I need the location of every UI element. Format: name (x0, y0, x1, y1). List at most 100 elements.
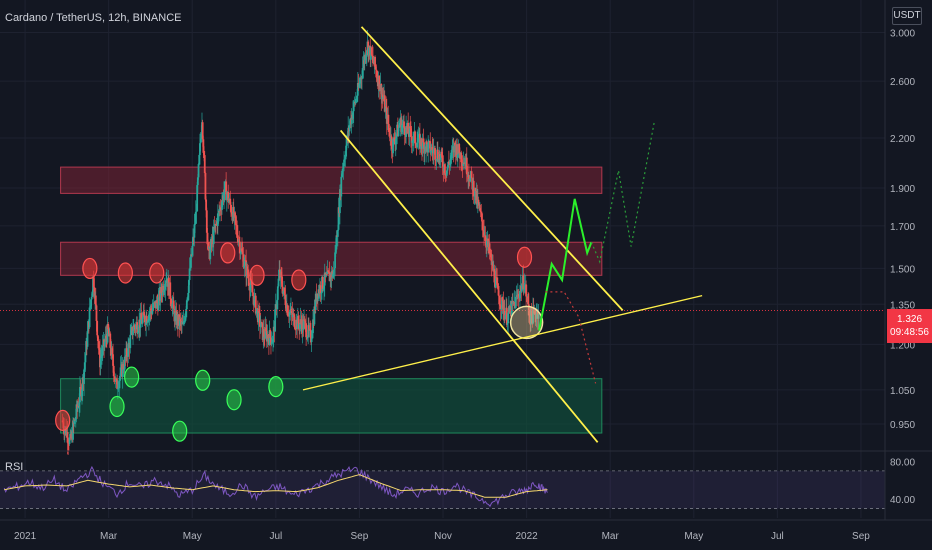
candle-body (425, 141, 428, 152)
candle-body (314, 293, 317, 310)
price-tick-label: 2.600 (890, 77, 915, 88)
candle-body (427, 142, 430, 153)
candle-body (140, 313, 143, 320)
highlight-circle[interactable] (509, 305, 544, 340)
candle-body (192, 236, 194, 246)
candle-body (344, 156, 347, 159)
candle-body (190, 254, 192, 268)
candle-body (114, 378, 117, 382)
projection-bullish[interactable] (538, 198, 593, 331)
candle-body (319, 285, 322, 294)
candle-body (408, 126, 411, 137)
candle-body (383, 95, 386, 112)
time-tick-label: Mar (100, 531, 118, 542)
candle-body (152, 308, 154, 310)
candle-body (252, 292, 254, 296)
candle-body (155, 300, 158, 309)
candle-body (147, 314, 150, 321)
candle-body (153, 302, 156, 304)
candle-body (195, 211, 198, 212)
candle-body (164, 282, 167, 290)
symbol-legend[interactable]: Cardano / TetherUS, 12h, BINANCE (5, 12, 182, 24)
candle-body (320, 292, 323, 294)
candle-body (88, 307, 91, 328)
candle-body (532, 307, 534, 324)
marked-high[interactable] (249, 264, 265, 286)
candle-body (270, 342, 273, 345)
candle-body (133, 325, 136, 328)
marked-high[interactable] (149, 262, 165, 284)
candle-body (91, 291, 94, 297)
candle-body (83, 362, 86, 370)
candle-body (185, 309, 188, 314)
candle-body (230, 204, 232, 213)
candle-body (170, 298, 172, 305)
marked-low[interactable] (109, 395, 125, 418)
candle-body (243, 260, 246, 266)
candle-body (81, 389, 83, 397)
marked-high[interactable] (516, 246, 533, 268)
candle-body (116, 379, 119, 389)
candle-body (94, 295, 97, 306)
candle-body (205, 210, 208, 233)
candle-body (199, 138, 202, 144)
time-tick-label: May (183, 531, 202, 542)
resistance-zone[interactable] (60, 166, 603, 194)
marked-low[interactable] (268, 376, 284, 398)
candle-body (387, 124, 390, 128)
candle-body (504, 314, 507, 320)
candle-body (198, 155, 201, 165)
candle-body (496, 278, 499, 284)
candle-body (470, 171, 473, 179)
support-zone[interactable] (60, 378, 603, 434)
candle-body (89, 306, 92, 308)
candle-body (187, 292, 190, 298)
time-tick-label: Mar (602, 531, 620, 542)
candle-body (242, 254, 245, 268)
candle-body (530, 308, 532, 325)
bar-countdown: 09:48:56 (890, 327, 929, 338)
candle-body (527, 304, 530, 314)
marked-high[interactable] (291, 269, 307, 291)
trendline[interactable] (339, 129, 599, 443)
candle-body (400, 117, 403, 132)
candle-body (410, 136, 413, 143)
marked-high[interactable] (82, 257, 98, 280)
candle-body (160, 287, 163, 294)
rsi-pane (0, 450, 932, 509)
candle-body (217, 210, 220, 214)
marked-low[interactable] (195, 369, 211, 391)
candle-body (313, 306, 316, 325)
candle-body (277, 278, 280, 287)
candle-body (359, 77, 362, 83)
candle-body (374, 66, 377, 70)
marked-low[interactable] (124, 366, 140, 388)
candle-body (156, 300, 159, 304)
trendline[interactable] (302, 294, 703, 391)
candle-body (269, 330, 272, 338)
trendline[interactable] (360, 26, 624, 312)
candle-body (477, 199, 480, 204)
rsi-legend[interactable]: RSI (5, 461, 24, 473)
candle-body (484, 235, 487, 242)
candle-body (225, 194, 228, 201)
candle-body (523, 288, 525, 290)
projection-bearish-dotted[interactable] (545, 291, 597, 384)
candle-body (350, 114, 353, 124)
currency-unit-button[interactable]: USDT (892, 7, 922, 25)
candle-body (460, 152, 463, 163)
marked-low[interactable] (172, 420, 188, 442)
candle-body (107, 329, 110, 337)
marked-high[interactable] (220, 242, 236, 264)
marked-low[interactable] (226, 389, 242, 411)
candle-body (243, 265, 245, 268)
candle-body (347, 127, 350, 139)
candle-body (148, 312, 151, 315)
candle-body (309, 329, 312, 331)
candle-body (79, 387, 81, 403)
candle-body (137, 330, 140, 333)
marked-high[interactable] (117, 262, 133, 284)
candle-body (267, 335, 270, 339)
marked-high[interactable] (55, 409, 71, 431)
